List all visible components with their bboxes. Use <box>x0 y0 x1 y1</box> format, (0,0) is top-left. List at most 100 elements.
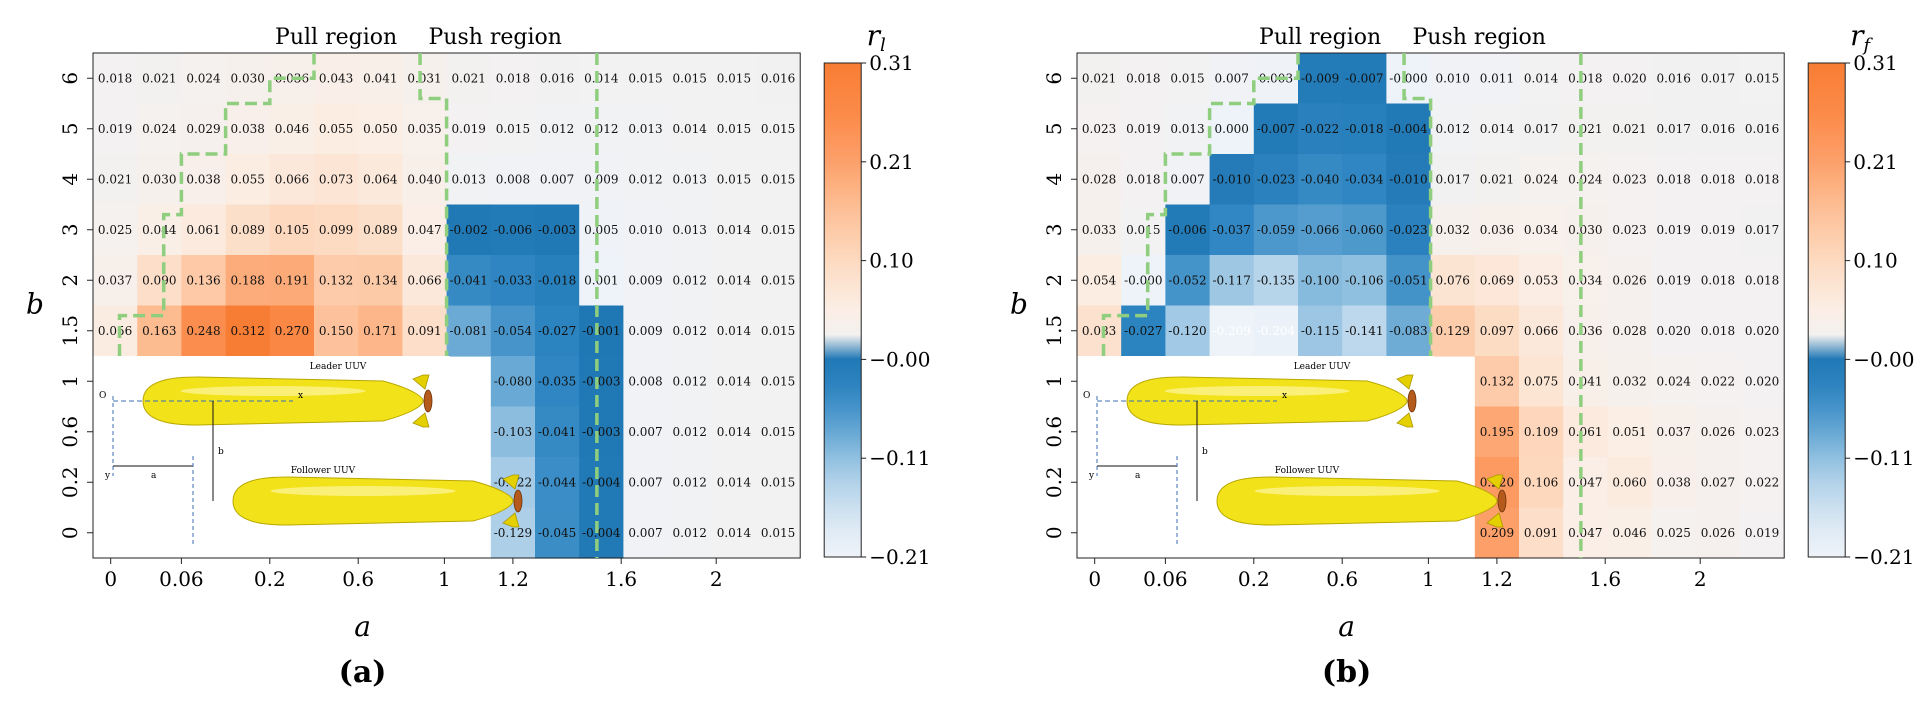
leader-uuv-fin-bottom <box>412 412 430 428</box>
cell-value-label: 0.019 <box>1126 122 1160 136</box>
cell-value-label: 0.090 <box>142 273 176 287</box>
cell-value-label: 0.014 <box>717 475 752 489</box>
colorbar-tick-label: −0.11 <box>1853 446 1914 470</box>
cell-value-label: 0.015 <box>1745 71 1779 85</box>
cell-value-label: 0.035 <box>407 122 441 136</box>
cell-value-label: 0.007 <box>628 425 662 439</box>
heatmap-cell <box>1695 53 1741 105</box>
follower-uuv-highlight <box>1254 486 1440 496</box>
cell-value-label: 0.248 <box>186 324 220 338</box>
heatmap-cell <box>1474 356 1520 408</box>
heatmap-panel-1: 0.021 0.018 0.015 0.007 0.003 -0.009 -0.007 -0.… <box>1010 19 1914 690</box>
cell-value-label: -0.044 <box>538 475 577 489</box>
x-tick-label: 0.2 <box>1238 567 1270 591</box>
cell-value-label: 0.021 <box>1568 122 1602 136</box>
colorbar <box>823 62 862 558</box>
pull-region-boundary <box>117 53 316 356</box>
cell-value-label: -0.081 <box>449 324 487 338</box>
cell-value-label: 0.129 <box>1436 324 1470 338</box>
heatmap-cell <box>1740 457 1785 509</box>
pull-region-boundary <box>1101 53 1300 356</box>
x-tick-label: 0 <box>104 567 117 591</box>
heatmap-cell <box>579 305 624 357</box>
x-tick-label: 1 <box>1422 567 1435 591</box>
cell-value-label: 0.007 <box>1215 71 1249 85</box>
cell-value-label: 0.097 <box>1480 324 1514 338</box>
heatmap-cell <box>1607 507 1653 559</box>
push-region-label: Push region <box>1412 25 1546 50</box>
heatmap-cell <box>1386 255 1432 307</box>
heatmap-cell <box>623 457 669 509</box>
heatmap-cell <box>1430 154 1476 206</box>
y-tick-label: 1.5 <box>1042 315 1066 347</box>
y-tick-label: 3 <box>58 223 82 236</box>
cell-value-label: 0.024 <box>1524 172 1559 186</box>
heatmap-cell <box>1253 154 1299 206</box>
x-tick-label: 2 <box>1694 567 1707 591</box>
cell-value-label: -0.083 <box>1389 324 1427 338</box>
y-axis-title: b <box>1010 288 1028 321</box>
cell-value-label: 0.016 <box>1657 71 1691 85</box>
cell-value-label: 0.024 <box>1568 172 1603 186</box>
follower-uuv-body <box>1216 476 1498 526</box>
heatmap-cell <box>181 204 227 256</box>
x-tick-label: 2 <box>710 567 723 591</box>
colorbar-tick-label: −0.11 <box>869 446 930 470</box>
leader-uuv-fin-top <box>412 374 430 390</box>
heatmap-cell <box>1519 154 1564 206</box>
cell-value-label: -0.023 <box>1257 172 1295 186</box>
cell-value-label: 0.019 <box>1745 526 1779 540</box>
heatmap-cell <box>1298 204 1343 256</box>
cell-value-label: -0.001 <box>582 324 620 338</box>
origin-label: O <box>1083 391 1090 401</box>
cell-value-label: 0.018 <box>1745 172 1779 186</box>
cell-value-label: -0.115 <box>1301 324 1339 338</box>
heatmap-cell <box>1209 103 1255 155</box>
cell-value-label: 0.023 <box>1745 425 1779 439</box>
y-tick-label: 1 <box>58 375 82 388</box>
y-tick-label: 5 <box>58 122 82 135</box>
heatmap-cell <box>711 305 757 357</box>
cell-value-label: 0.014 <box>717 223 752 237</box>
leader-uuv-fin-bottom <box>1396 412 1414 428</box>
heatmap-cell <box>1474 53 1520 105</box>
heatmap-cell <box>1519 356 1564 408</box>
cell-value-label: 0.036 <box>1568 324 1602 338</box>
cell-value-label: 0.066 <box>407 273 441 287</box>
cell-value-label: 0.018 <box>1701 324 1735 338</box>
cell-value-label: -0.037 <box>1212 223 1250 237</box>
heatmap-cell <box>1121 255 1166 307</box>
cell-value-label: 0.014 <box>717 374 752 388</box>
heatmap-cell <box>667 53 713 105</box>
heatmap-cell <box>1077 204 1122 256</box>
leader-uuv-propeller <box>1407 389 1417 413</box>
cell-value-label: 0.029 <box>186 122 220 136</box>
cell-value-label: -0.209 <box>1212 324 1250 338</box>
heatmap-cell <box>446 204 492 256</box>
cell-value-label: 0.032 <box>1436 223 1470 237</box>
heatmap-cell <box>446 305 492 357</box>
heatmap-cell <box>1563 356 1608 408</box>
heatmap-cell <box>623 204 669 256</box>
heatmap-cell <box>1563 406 1608 458</box>
cell-value-label: 0.064 <box>363 172 398 186</box>
heatmap-cell <box>1607 255 1653 307</box>
cell-value-label: 0.051 <box>1612 425 1646 439</box>
heatmap-cell <box>623 53 669 105</box>
cell-value-label: 0.017 <box>1524 122 1558 136</box>
heatmap-cell <box>137 53 182 105</box>
cell-value-label: 0.015 <box>1126 223 1160 237</box>
heatmap-cell <box>1607 406 1653 458</box>
heatmap-cell <box>756 406 801 458</box>
heatmap-cell <box>623 305 669 357</box>
cell-value-label: 0.015 <box>628 71 662 85</box>
cell-value-label: -0.010 <box>1389 172 1427 186</box>
heatmap-cell <box>181 53 227 105</box>
x-axis-label: x <box>1282 391 1287 401</box>
cell-value-label: 0.012 <box>673 374 707 388</box>
heatmap-cell <box>1607 457 1653 509</box>
heatmap-cell <box>1430 305 1476 357</box>
cell-value-label: 0.188 <box>231 273 265 287</box>
cell-value-label: -0.117 <box>1212 273 1250 287</box>
heatmap-cell <box>535 53 580 105</box>
